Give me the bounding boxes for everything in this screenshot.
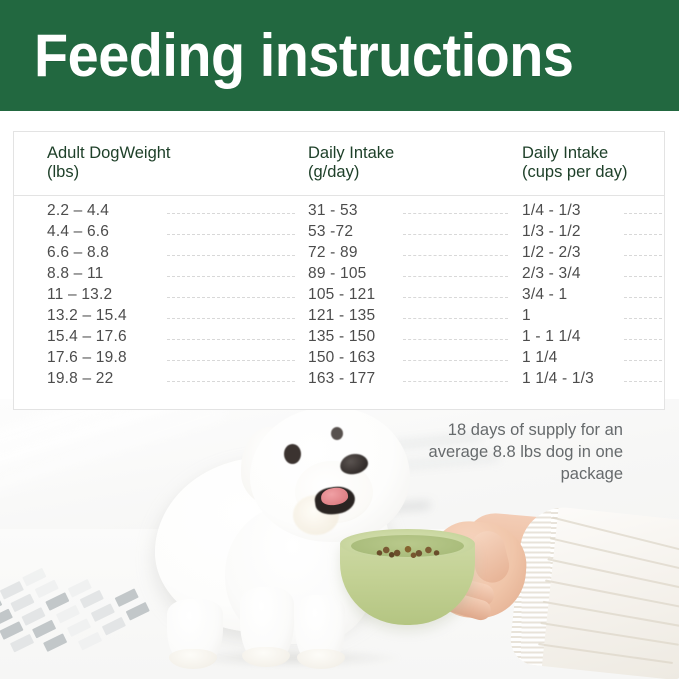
cell-cups: 1: [522, 307, 531, 324]
leader-line: [167, 297, 295, 298]
cell-grams: 89 - 105: [308, 265, 367, 282]
kibble-food: [374, 544, 442, 559]
leader-line: [624, 339, 662, 340]
cell-weight: 4.4 – 6.6: [47, 223, 110, 240]
cell-weight: 11 – 13.2: [47, 286, 113, 303]
table-row: 4.4 – 6.6 53 -72 1/3 - 1/2: [14, 223, 664, 244]
leader-line: [167, 318, 295, 319]
cell-weight: 15.4 – 17.6: [47, 328, 127, 345]
leader-line: [624, 318, 662, 319]
leader-line: [167, 213, 295, 214]
leader-line: [624, 276, 662, 277]
leader-line: [403, 234, 508, 235]
dog-paw: [297, 649, 345, 669]
leader-line: [167, 381, 295, 382]
dog-leg-back: [167, 599, 223, 669]
cell-grams: 163 - 177: [308, 370, 376, 387]
cell-grams: 53 -72: [308, 223, 354, 240]
dog-eye-left: [284, 444, 301, 464]
lifestyle-photo: [0, 399, 679, 679]
leader-line: [624, 297, 662, 298]
table-row: 8.8 – 11 89 - 105 2/3 - 3/4: [14, 265, 664, 286]
cell-cups: 2/3 - 3/4: [522, 265, 581, 282]
food-bowl: [340, 527, 475, 627]
dog-paw: [169, 649, 217, 669]
cell-grams: 121 - 135: [308, 307, 376, 324]
cell-weight: 17.6 – 19.8: [47, 349, 127, 366]
cell-cups: 1 1/4: [522, 349, 558, 366]
column-header-weight: Adult DogWeight (lbs): [47, 144, 171, 182]
leader-line: [403, 360, 508, 361]
table-row: 13.2 – 15.4 121 - 135 1: [14, 307, 664, 328]
cell-weight: 2.2 – 4.4: [47, 202, 110, 219]
leader-line: [167, 339, 295, 340]
feeding-chart-table: Adult DogWeight (lbs) Daily Intake (g/da…: [13, 131, 665, 410]
cell-cups: 1/3 - 1/2: [522, 223, 581, 240]
cell-grams: 135 - 150: [308, 328, 376, 345]
cell-cups: 1 - 1 1/4: [522, 328, 581, 345]
leader-line: [624, 234, 662, 235]
leader-line: [167, 276, 295, 277]
column-header-grams-line2: (g/day): [308, 163, 360, 181]
leader-line: [403, 297, 508, 298]
cell-cups: 3/4 - 1: [522, 286, 568, 303]
cell-cups: 1 1/4 - 1/3: [522, 370, 594, 387]
table-row: 19.8 – 22 163 - 177 1 1/4 - 1/3: [14, 370, 664, 391]
leader-line: [167, 234, 295, 235]
knit-sleeve: [508, 503, 679, 679]
table-body: 2.2 – 4.4 31 - 53 1/4 - 1/3 4.4 – 6.6 53…: [14, 196, 664, 391]
column-header-cups: Daily Intake (cups per day): [522, 144, 627, 182]
dog-shadow: [185, 649, 400, 667]
dog-paw: [242, 647, 290, 667]
cell-cups: 1/4 - 1/3: [522, 202, 581, 219]
table-header-row: Adult DogWeight (lbs) Daily Intake (g/da…: [14, 132, 664, 196]
cell-weight: 6.6 – 8.8: [47, 244, 110, 261]
leader-line: [403, 276, 508, 277]
leader-line: [403, 213, 508, 214]
supply-caption: 18 days of supply for an average 8.8 lbs…: [428, 421, 623, 483]
cell-grams: 150 - 163: [308, 349, 376, 366]
dog-leg-front-right: [295, 595, 345, 669]
cell-grams: 31 - 53: [308, 202, 358, 219]
cell-weight: 19.8 – 22: [47, 370, 114, 387]
table-row: 15.4 – 17.6 135 - 150 1 - 1 1/4: [14, 328, 664, 349]
column-header-cups-line2: (cups per day): [522, 163, 628, 181]
table-row: 11 – 13.2 105 - 121 3/4 - 1: [14, 286, 664, 307]
leader-line: [624, 360, 662, 361]
dog-leg-front-left: [240, 587, 294, 667]
column-header-weight-line1: Adult DogWeight: [47, 144, 171, 162]
cell-weight: 13.2 – 15.4: [47, 307, 127, 324]
leader-line: [624, 213, 662, 214]
cell-weight: 8.8 – 11: [47, 265, 104, 282]
cell-cups: 1/2 - 2/3: [522, 244, 581, 261]
table-row: 2.2 – 4.4 31 - 53 1/4 - 1/3: [14, 202, 664, 223]
column-header-weight-line2: (lbs): [47, 163, 80, 181]
page-title: Feeding instructions: [34, 21, 574, 89]
leader-line: [167, 360, 295, 361]
header-banner: Feeding instructions: [0, 0, 679, 111]
column-header-grams: Daily Intake (g/day): [308, 144, 394, 182]
cell-grams: 72 - 89: [308, 244, 358, 261]
leader-line: [403, 255, 508, 256]
cell-grams: 105 - 121: [308, 286, 376, 303]
leader-line: [624, 381, 662, 382]
table-row: 17.6 – 19.8 150 - 163 1 1/4: [14, 349, 664, 370]
leader-line: [403, 339, 508, 340]
leader-line: [167, 255, 295, 256]
table-row: 6.6 – 8.8 72 - 89 1/2 - 2/3: [14, 244, 664, 265]
column-header-grams-line1: Daily Intake: [308, 144, 395, 162]
leader-line: [403, 318, 508, 319]
dog-eye-right: [331, 427, 343, 440]
column-header-cups-line1: Daily Intake: [522, 144, 609, 162]
leader-line: [403, 381, 508, 382]
leader-line: [624, 255, 662, 256]
